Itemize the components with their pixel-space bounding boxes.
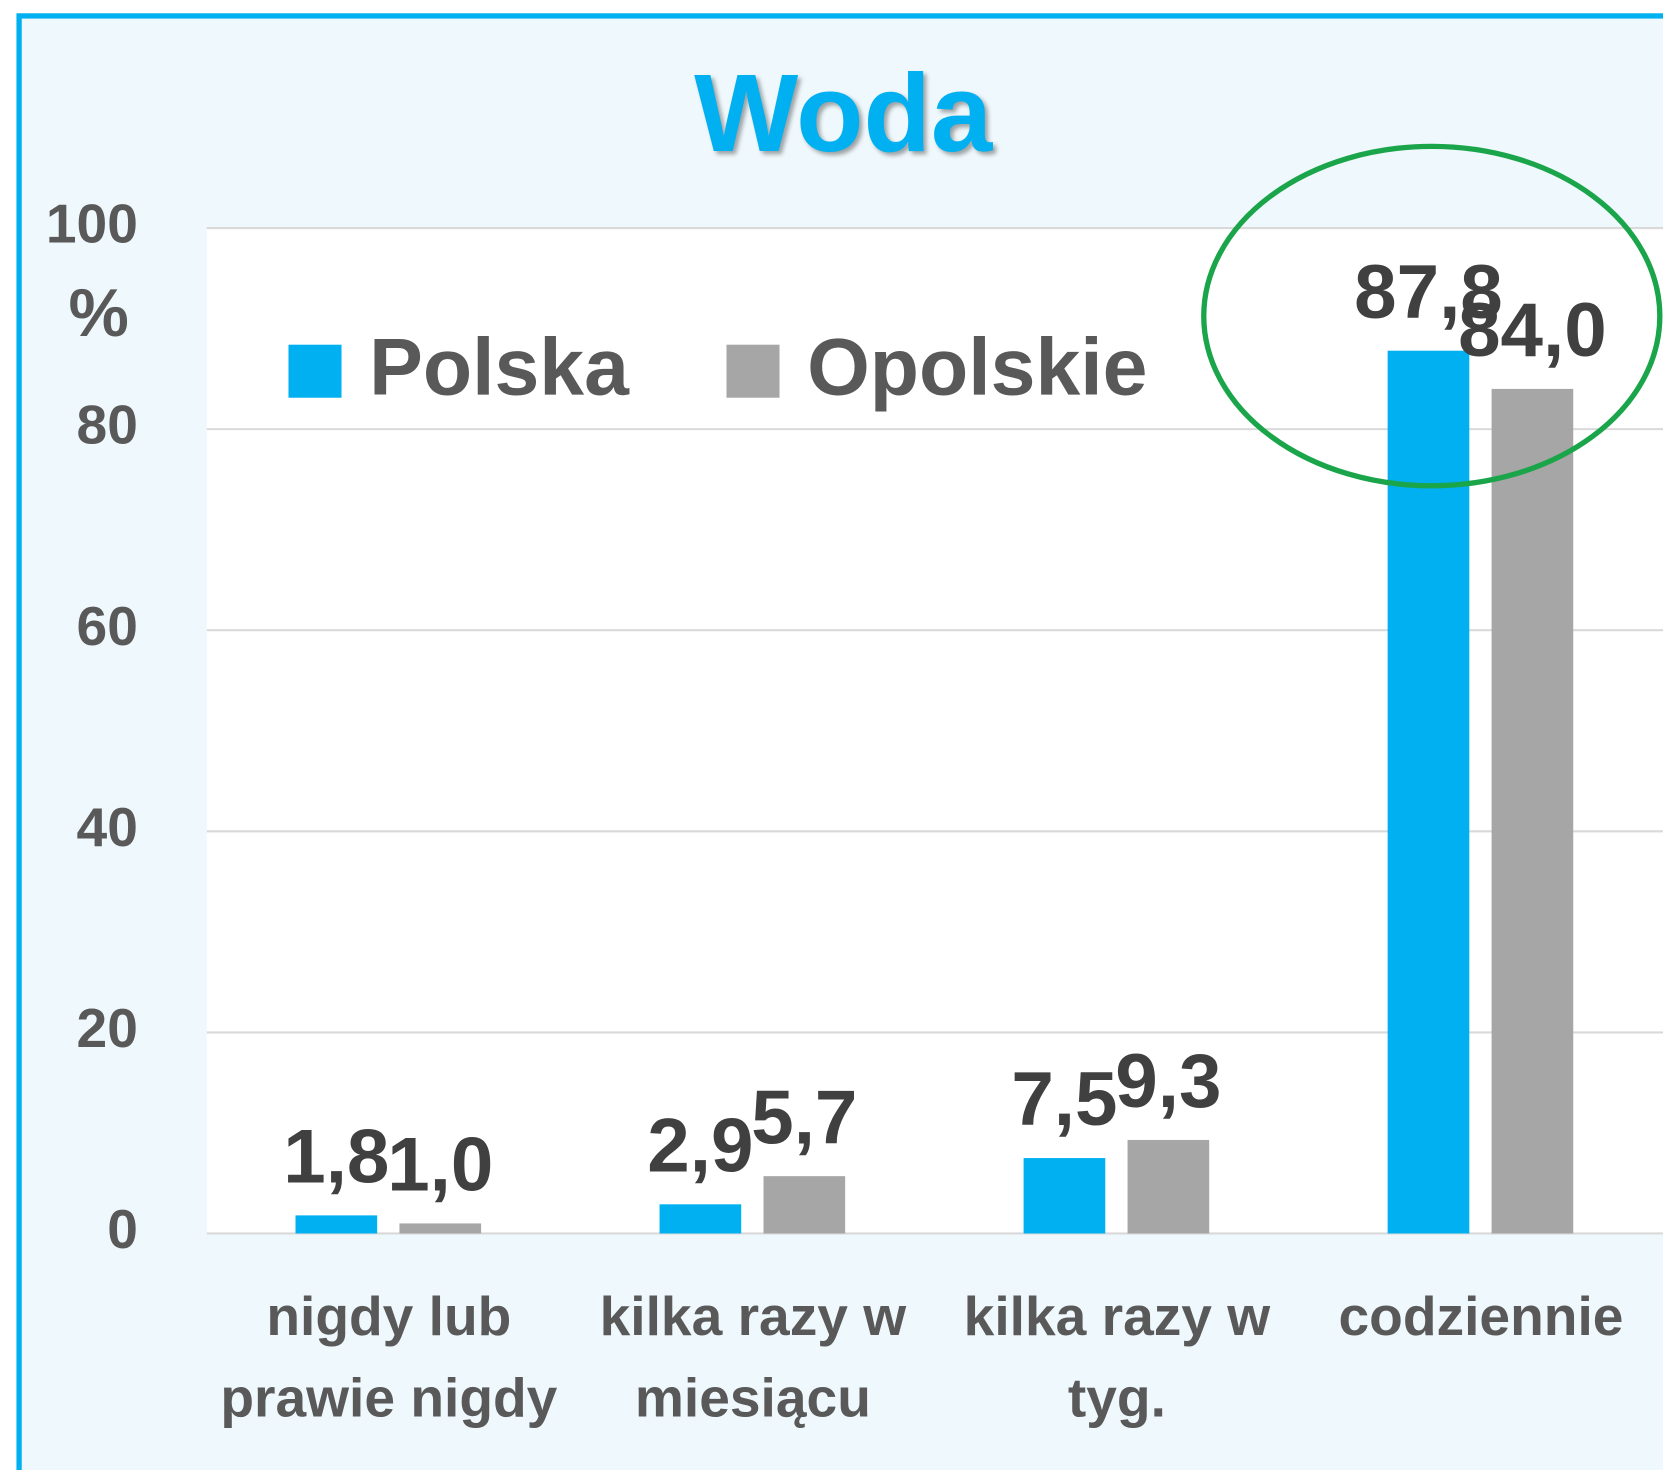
y-tick-label: 40 xyxy=(77,796,138,858)
x-tick-label: tyg. xyxy=(1068,1367,1166,1429)
bar xyxy=(1127,1139,1210,1234)
value-label: 1,8 xyxy=(283,1115,389,1200)
value-label: 84,0 xyxy=(1458,288,1607,373)
y-tick-label: 100 xyxy=(46,193,138,255)
value-label: 5,7 xyxy=(751,1075,857,1160)
x-tick-label: prawie nigdy xyxy=(220,1367,557,1429)
marks: 0 20 40 60 80 100 Polska Opolskie nigdy lub prawi… xyxy=(46,193,1663,1429)
bar xyxy=(1387,350,1470,1234)
value-label: 2,9 xyxy=(647,1103,753,1188)
y-tick-label: 20 xyxy=(77,997,138,1059)
bar xyxy=(1491,388,1574,1234)
x-tick-label: miesiącu xyxy=(635,1367,871,1429)
y-tick-label: 60 xyxy=(77,595,138,657)
x-tick-label: codziennie xyxy=(1339,1285,1624,1347)
x-tick-label: kilka razy w xyxy=(600,1285,907,1347)
legend-swatch xyxy=(726,344,780,398)
value-label: 87,8 xyxy=(1354,250,1503,335)
value-label: 7,5 xyxy=(1011,1057,1117,1142)
bar xyxy=(295,1215,378,1234)
chart-title: Woda xyxy=(694,52,994,175)
x-tick-label: nigdy lub xyxy=(266,1285,511,1347)
legend-label: Polska xyxy=(369,323,630,413)
legend-label: Opolskie xyxy=(807,323,1147,413)
bar xyxy=(763,1176,846,1234)
bar xyxy=(1023,1158,1106,1234)
legend-swatch xyxy=(288,344,342,398)
bar xyxy=(399,1223,482,1234)
value-label: 9,3 xyxy=(1115,1039,1221,1124)
bar xyxy=(659,1204,742,1234)
y-axis-label: % xyxy=(68,276,128,351)
value-label: 1,0 xyxy=(387,1123,493,1208)
x-tick-label: kilka razy w xyxy=(964,1285,1271,1347)
y-tick-label: 0 xyxy=(107,1198,138,1260)
highlight-ellipse xyxy=(1201,143,1663,489)
y-tick-label: 80 xyxy=(77,394,138,456)
